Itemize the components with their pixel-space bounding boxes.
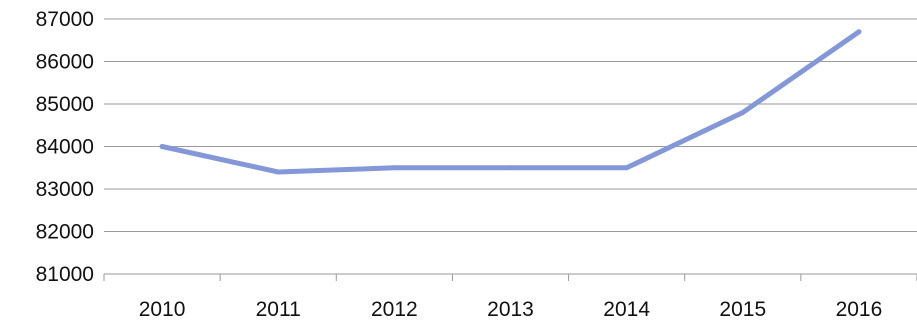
- data-point: [275, 169, 281, 175]
- gridlines: [104, 18, 917, 232]
- data-point: [624, 165, 630, 171]
- data-point: [740, 110, 746, 115]
- y-tick-label: 81000: [36, 263, 94, 286]
- x-tick-label: 2010: [139, 298, 186, 321]
- y-tick-label: 82000: [36, 221, 94, 244]
- tick-labels: 81000 82000 83000 84000 85000 86000 87000 2010 2…: [36, 8, 883, 321]
- x-tick-label: 2014: [603, 298, 650, 321]
- x-tick-label: 2016: [836, 298, 883, 321]
- x-tick-label: 2011: [256, 298, 301, 321]
- axes: [103, 273, 917, 281]
- y-tick-label: 83000: [36, 178, 94, 201]
- data-point: [391, 165, 397, 171]
- y-tick-label: 85000: [36, 93, 94, 116]
- y-tick-label: 86000: [36, 51, 94, 74]
- x-tick-label: 2013: [487, 298, 534, 321]
- y-tick-label: 84000: [36, 136, 94, 159]
- series-line: [159, 29, 862, 175]
- data-point: [856, 29, 862, 35]
- x-tick-label: 2012: [371, 298, 418, 321]
- data-point: [159, 144, 165, 149]
- x-tick-label: 2015: [719, 298, 766, 321]
- data-point: [508, 165, 513, 171]
- y-tick-label: 87000: [36, 8, 94, 31]
- series-layer: [159, 29, 862, 175]
